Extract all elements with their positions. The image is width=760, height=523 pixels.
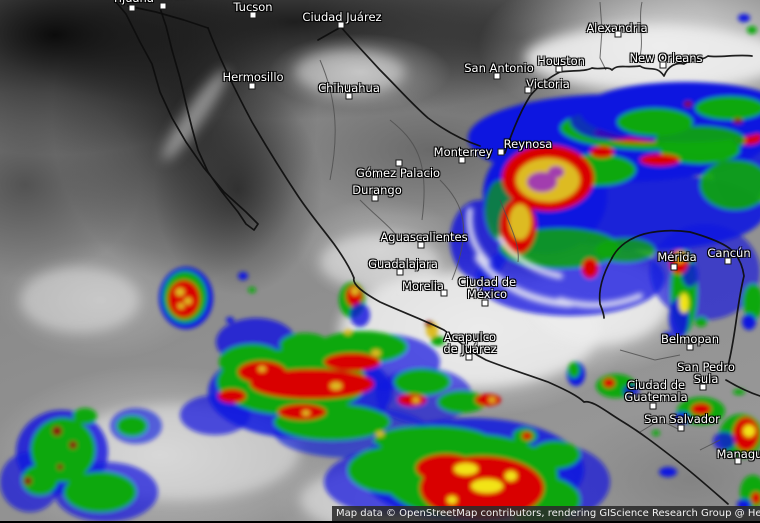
border-lines [115, 1, 760, 505]
map-bottom-edge [0, 521, 760, 523]
map-attribution: Map data © OpenStreetMap contributors, r… [332, 506, 760, 521]
